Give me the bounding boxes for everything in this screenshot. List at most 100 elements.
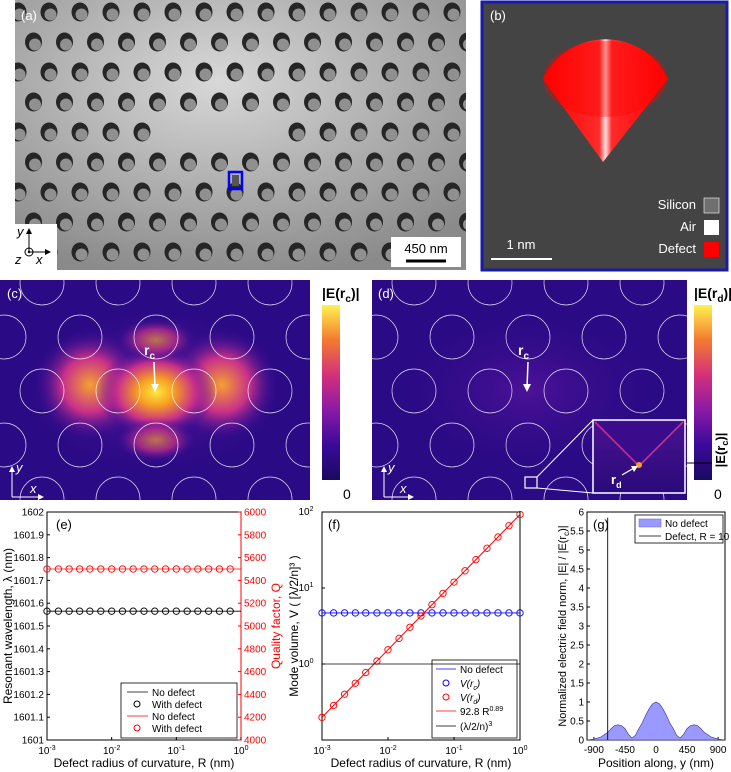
- colorbar-title-c: |E(rc)|: [322, 285, 360, 305]
- air-hole-outline: [391, 280, 437, 306]
- annotation-rd: rd: [611, 472, 622, 490]
- field-lobe-bottom: [116, 418, 196, 462]
- air-hole-outline: [505, 314, 551, 360]
- y-tick-label-right: 6000: [244, 508, 267, 519]
- arrowhead-icon: [631, 466, 638, 472]
- air-hole-wall: [339, 38, 351, 51]
- data-point: [362, 609, 370, 617]
- air-hole-outline: [543, 368, 589, 414]
- air-hole: [459, 92, 466, 112]
- air-hole-wall: [122, 98, 134, 111]
- air-hole-outline: [19, 280, 65, 306]
- y-tick-label-left: 1601.8: [13, 553, 44, 564]
- data-point: [461, 609, 469, 617]
- data-point-left: [151, 607, 159, 615]
- air-hole-wall: [75, 128, 88, 141]
- air-hole-wall: [447, 188, 460, 201]
- legend-box-f: [431, 659, 518, 739]
- air-hole-wall: [261, 248, 274, 261]
- air-hole-wall: [184, 98, 196, 111]
- air-hole-wall: [385, 128, 398, 141]
- data-point-left: [54, 607, 63, 615]
- air-hole-outline: [247, 476, 293, 500]
- air-hole-outline: [285, 422, 310, 468]
- legend-e-item-3: With defect: [152, 724, 202, 735]
- air-hole-outline: [391, 368, 437, 414]
- data-point: [340, 690, 349, 698]
- field-lobe-top: [116, 318, 196, 362]
- data-point-left: [226, 607, 234, 615]
- air-hole-wall: [184, 38, 196, 51]
- data-point: [384, 646, 392, 654]
- air-hole-wall: [106, 248, 119, 261]
- y-tick-label: 1.5: [570, 679, 584, 690]
- y-tick-label: 1: [578, 698, 584, 709]
- air-hole-wall: [44, 8, 57, 21]
- axis-label-y-d: y: [387, 460, 396, 475]
- data-point: [406, 623, 414, 631]
- air-hole-wall: [44, 68, 57, 81]
- air-hole-wall: [215, 98, 227, 111]
- air-hole-wall: [15, 188, 26, 201]
- air-hole-wall: [215, 38, 227, 51]
- y-tick-label: 2.5: [570, 641, 584, 652]
- hole-lattice: [0, 2, 466, 262]
- y-tick-label: 4: [578, 584, 584, 595]
- data-point-right: [226, 565, 234, 573]
- annotation-arrow-d: [526, 361, 529, 389]
- annotation-arrow-rd: [621, 467, 635, 476]
- air-hole-wall: [137, 188, 150, 201]
- data-point-left: [76, 607, 84, 615]
- panel-label-f: (f): [328, 517, 340, 532]
- data-point-left: [194, 607, 202, 615]
- arrowhead-icon: [38, 494, 44, 500]
- data-point-right: [129, 565, 137, 573]
- data-point-right: [108, 565, 116, 573]
- air-hole-outline: [467, 476, 513, 500]
- data-point: [461, 567, 469, 575]
- data-point: [406, 609, 414, 617]
- colorbar-zero-d: 0: [714, 486, 722, 502]
- arrowhead-icon: [45, 249, 51, 255]
- y-tick-label-right: 4400: [244, 690, 267, 701]
- inset-connector: [536, 419, 594, 478]
- air-hole: [0, 33, 11, 52]
- air-hole-wall: [323, 68, 336, 81]
- annotation-rc-c: rc: [144, 342, 155, 362]
- legend-swatch-silicon: [703, 197, 720, 214]
- data-point: [417, 612, 425, 620]
- legend-marker-icon: [442, 679, 450, 687]
- data-point-right: [97, 565, 105, 573]
- air-hole-wall: [385, 8, 398, 21]
- air-hole-wall: [122, 158, 134, 171]
- data-point-right: [151, 565, 159, 573]
- air-hole-outline: [429, 422, 475, 468]
- legend-f-no-defect: No defect: [460, 665, 503, 676]
- annotation-arrow-c: [153, 361, 156, 389]
- axes-box-a: [15, 224, 57, 270]
- data-point: [494, 533, 502, 541]
- legend-f-vrd: V(rd): [460, 693, 481, 706]
- legend-e-item-2: No defect: [152, 712, 195, 723]
- colorbar-d: [694, 305, 712, 480]
- air-hole-wall: [230, 248, 243, 261]
- y-tick-label-left: 1601.2: [13, 690, 44, 701]
- data-point-left: [97, 607, 105, 615]
- x-tick-label: 10-2: [379, 745, 396, 757]
- air-hole: [0, 93, 11, 112]
- air-hole-wall: [230, 8, 243, 21]
- ylabel-left-e: Resonant wavelength, λ (nm): [1, 548, 15, 704]
- air-hole-wall: [44, 128, 57, 141]
- air-hole-wall: [91, 158, 103, 171]
- air-hole-wall: [15, 128, 26, 141]
- air-hole-wall: [447, 68, 460, 81]
- legend-label-defect: Defect: [658, 241, 696, 256]
- defect-marker: [232, 175, 239, 186]
- z-axis-icon: [24, 247, 34, 257]
- air-hole-wall: [323, 8, 336, 21]
- data-point: [483, 609, 491, 617]
- y-tick-label-right: 4000: [244, 736, 267, 747]
- data-point: [516, 609, 524, 617]
- panel-label-c: (c): [7, 286, 22, 301]
